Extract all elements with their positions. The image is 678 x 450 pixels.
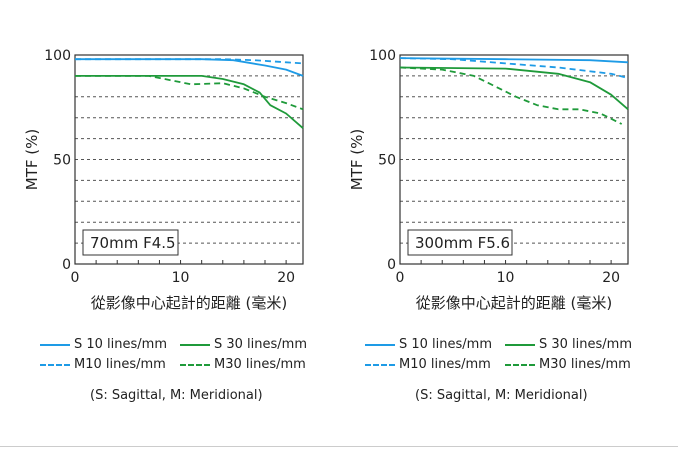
solid-green-swatch: [180, 343, 210, 346]
legend-label: M10 lines/mm: [399, 357, 491, 372]
lens-label: 300mm F5.6: [415, 234, 510, 252]
legend-label: M30 lines/mm: [539, 357, 631, 372]
dashed-blue-swatch: [365, 363, 395, 366]
mtf-chart-70mm: 0 10 20 0 50 100 從影像中心起計的距離 (毫米) MTF (%) 70mm F4…: [23, 48, 304, 312]
legend-m30: M30 lines/mm: [180, 357, 306, 372]
legend-m10: M10 lines/mm: [365, 357, 491, 372]
legend-label: S 30 lines/mm: [214, 337, 307, 352]
x-axis-label: 從影像中心起計的距離 (毫米): [416, 294, 612, 312]
x-tick-label: 20: [602, 270, 620, 286]
lens-label-box: [407, 229, 513, 256]
legend-note: (S: Sagittal, M: Meridional): [90, 388, 263, 403]
dashed-blue-swatch: [40, 363, 70, 366]
plot-frame: [399, 54, 629, 265]
y-tick-label: 0: [387, 257, 396, 273]
legend-label: M10 lines/mm: [74, 357, 166, 372]
lens-label-box: [82, 229, 179, 256]
series-line-m10-lines-mm: [399, 57, 629, 79]
x-tick-label: 0: [71, 270, 80, 286]
x-tick-label: 10: [172, 270, 190, 286]
legend-m10: M10 lines/mm: [40, 357, 166, 372]
lens-label: 70mm F4.5: [90, 234, 176, 252]
solid-green-swatch: [505, 343, 535, 346]
dashed-green-swatch: [180, 363, 210, 366]
legend-label: S 10 lines/mm: [399, 337, 492, 352]
y-axis-label: MTF (%): [23, 129, 41, 190]
dashed-green-swatch: [505, 363, 535, 366]
x-tick-label: 10: [497, 270, 515, 286]
legend-label: S 30 lines/mm: [539, 337, 632, 352]
y-tick-label: 100: [369, 48, 396, 64]
mtf-chart-300mm: 0 10 20 0 50 100 從影像中心起計的距離 (毫米) MTF (%) 300mm F…: [348, 48, 629, 312]
y-tick-label: 50: [378, 153, 396, 169]
legend-s10: S 10 lines/mm: [40, 337, 167, 352]
y-axis-label: MTF (%): [348, 129, 366, 190]
legend-note: (S: Sagittal, M: Meridional): [415, 388, 588, 403]
legend-s30: S 30 lines/mm: [180, 337, 307, 352]
legend-s10: S 10 lines/mm: [365, 337, 492, 352]
series-line-s-30-lines-mm: [399, 66, 629, 110]
plot-frame: [74, 54, 304, 265]
legend-m30: M30 lines/mm: [505, 357, 631, 372]
x-tick-label: 20: [277, 270, 295, 286]
legend-label: S 10 lines/mm: [74, 337, 167, 352]
legend-label: M30 lines/mm: [214, 357, 306, 372]
y-tick-label: 100: [44, 48, 71, 64]
series-line-m30-lines-mm: [75, 75, 304, 111]
series-line-m10-lines-mm: [75, 58, 304, 65]
legend-s30: S 30 lines/mm: [505, 337, 632, 352]
solid-blue-swatch: [365, 343, 395, 346]
divider: [0, 446, 678, 447]
y-tick-label: 50: [53, 153, 71, 169]
series-line-m30-lines-mm: [399, 66, 623, 125]
series-line-s-30-lines-mm: [75, 75, 304, 129]
x-axis-label: 從影像中心起計的距離 (毫米): [91, 294, 287, 312]
y-tick-label: 0: [62, 257, 71, 273]
solid-blue-swatch: [40, 343, 70, 346]
x-tick-label: 0: [396, 270, 405, 286]
